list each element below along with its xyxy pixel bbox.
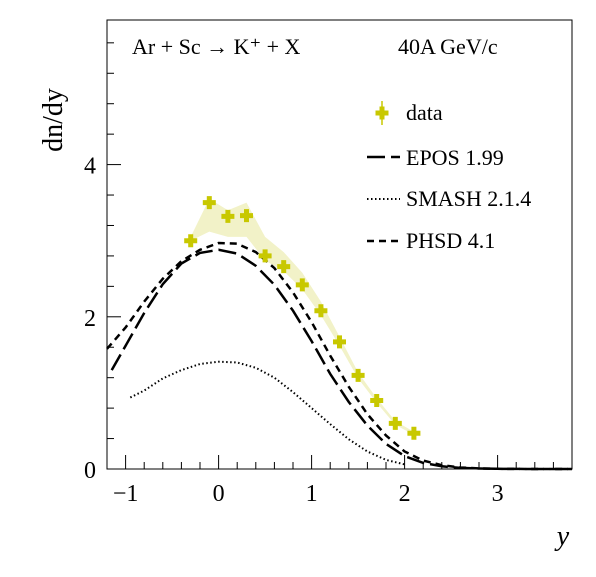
legend-keys-layer: [367, 101, 400, 243]
x-axis-title: y: [554, 521, 570, 552]
data-point: [221, 209, 235, 223]
x-tick-label: 3: [492, 481, 504, 507]
data-point: [314, 304, 328, 318]
x-tick-label: 0: [213, 481, 225, 507]
data-point: [333, 335, 346, 349]
legend-label-smash: SMASH 2.1.4: [406, 186, 531, 211]
x-tick-label: −1: [113, 481, 139, 507]
data-points-layer: [184, 196, 421, 440]
text-layer: Ar + Sc → K⁺ + X 40A GeV/c dn/dy y data …: [38, 34, 570, 552]
data-point: [388, 416, 402, 430]
x-tick-label: 2: [399, 481, 411, 507]
smash-curve: [129, 360, 405, 466]
data-point: [240, 209, 253, 223]
data-point: [202, 196, 216, 210]
legend-label-data: data: [406, 100, 443, 125]
data-point: [370, 394, 384, 408]
y-tick-label: 0: [84, 458, 96, 484]
data-point: [351, 368, 365, 382]
title-reaction: Ar + Sc → K⁺ + X: [132, 34, 301, 59]
epos-curve: [110, 248, 572, 471]
data-point: [295, 278, 309, 292]
plot-frame: [106, 19, 573, 470]
data-point: [184, 234, 198, 248]
phsd-curve: [106, 241, 572, 471]
y-tick-label: 4: [84, 154, 96, 180]
legend-label-phsd: PHSD 4.1: [406, 228, 495, 253]
y-tick-label: 2: [84, 306, 96, 332]
data-point: [407, 426, 421, 440]
plot-frame-layer: [106, 19, 573, 470]
title-beam-momentum: 40A GeV/c: [398, 34, 498, 59]
y-axis-title: dn/dy: [38, 88, 69, 152]
data-point: [258, 249, 272, 263]
data-point: [277, 260, 291, 274]
ticks-layer: −1 0 1 2 3 0 2 4: [84, 42, 573, 507]
model-lines-layer: [106, 241, 572, 471]
x-tick-label: 1: [306, 481, 318, 507]
legend-label-epos: EPOS 1.99: [406, 145, 504, 170]
